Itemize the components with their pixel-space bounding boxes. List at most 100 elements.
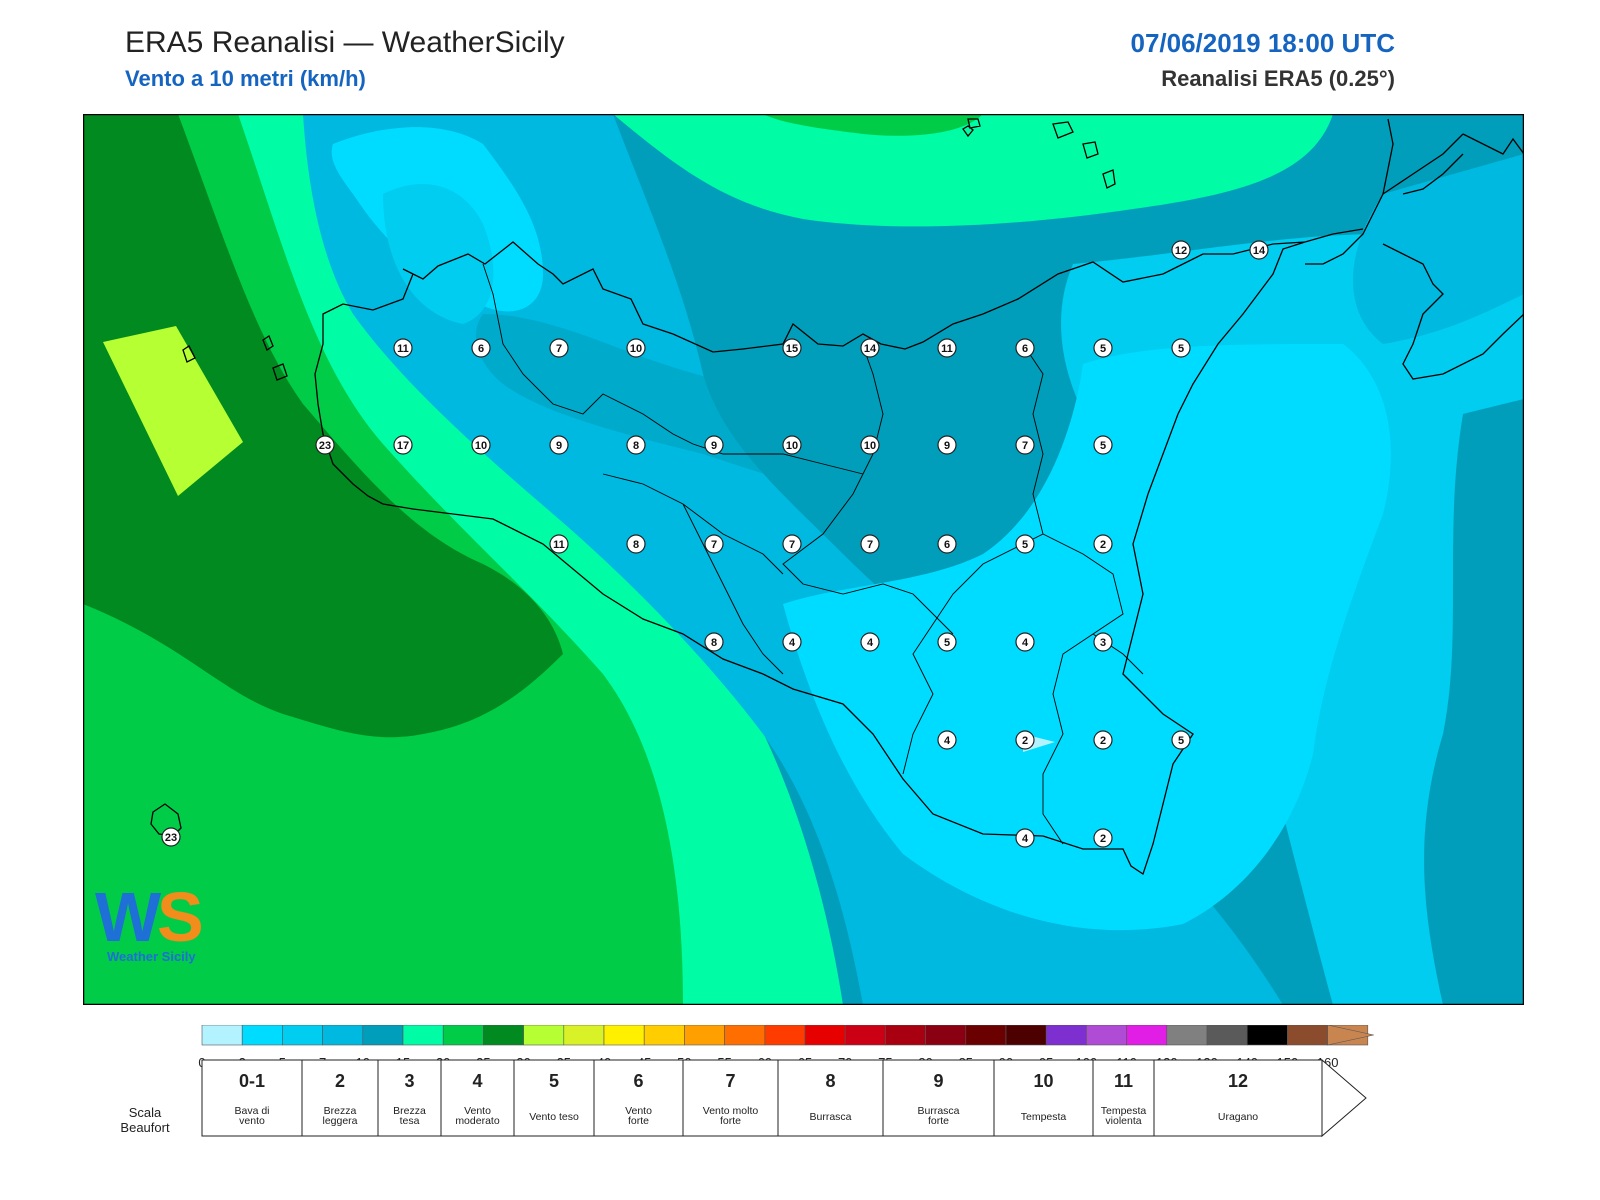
colorbar-segment <box>885 1025 926 1046</box>
wind-value-marker: 10 <box>626 338 646 358</box>
colorbar-segment <box>523 1025 565 1046</box>
beaufort-description: Vento teso <box>529 1111 579 1123</box>
wind-value-marker: 4 <box>860 632 880 652</box>
svg-text:7: 7 <box>867 539 873 551</box>
colorbar-segment <box>1086 1025 1127 1046</box>
beaufort-number: 8 <box>825 1071 835 1091</box>
beaufort-number: 11 <box>1114 1071 1133 1091</box>
beaufort-class: 8 Burrasca <box>777 1059 884 1137</box>
svg-text:4: 4 <box>1022 637 1029 649</box>
beaufort-number: 6 <box>633 1071 643 1091</box>
beaufort-number: 5 <box>549 1071 559 1091</box>
svg-text:7: 7 <box>556 343 562 355</box>
colorbar-segment <box>1246 1025 1288 1046</box>
svg-text:11: 11 <box>553 539 565 551</box>
ws-logo: W S Weather Sicily <box>95 878 204 964</box>
wind-value-marker: 7 <box>860 534 880 554</box>
svg-text:6: 6 <box>1022 343 1028 355</box>
wind-value-marker: 6 <box>937 534 957 554</box>
beaufort-description: Tempesta <box>1021 1111 1067 1123</box>
beaufort-class: 5 Vento teso <box>513 1059 595 1137</box>
wind-value-marker: 4 <box>782 632 802 652</box>
colorbar-segment <box>442 1025 484 1046</box>
svg-text:9: 9 <box>556 440 562 452</box>
beaufort-description: moderato <box>455 1115 500 1127</box>
svg-text:17: 17 <box>397 440 409 452</box>
svg-text:23: 23 <box>319 440 331 452</box>
beaufort-description: forte <box>628 1115 649 1127</box>
beaufort-description: leggera <box>322 1115 357 1127</box>
beaufort-description: Brezza <box>393 1105 426 1117</box>
svg-text:12: 12 <box>1175 245 1187 257</box>
wind-value-marker: 5 <box>1015 534 1035 554</box>
colorbar-segment <box>282 1025 323 1046</box>
svg-text:5: 5 <box>1100 440 1106 452</box>
beaufort-number: 7 <box>725 1071 735 1091</box>
svg-text:8: 8 <box>633 539 639 551</box>
colorbar-segment <box>925 1025 967 1046</box>
colorbar-segment <box>804 1025 846 1046</box>
wind-value-marker: 23 <box>315 435 335 455</box>
svg-text:2: 2 <box>1100 735 1106 747</box>
wind-value-marker: 9 <box>549 435 569 455</box>
wind-contours <box>83 114 1524 1005</box>
colorbar-segment <box>1287 1025 1328 1046</box>
beaufort-number: 9 <box>933 1071 943 1091</box>
svg-text:11: 11 <box>941 343 953 355</box>
svg-text:5: 5 <box>1178 735 1184 747</box>
wind-value-marker: 6 <box>1015 338 1035 358</box>
colorbar-segment <box>402 1025 444 1046</box>
colorbar-segment <box>844 1025 886 1046</box>
colorbar-segment <box>764 1025 806 1046</box>
svg-text:5: 5 <box>1100 343 1106 355</box>
logo-letter-s: S <box>157 878 204 956</box>
beaufort-arrow <box>1321 1058 1367 1138</box>
svg-text:7: 7 <box>1022 440 1028 452</box>
wind-value-marker: 15 <box>782 338 802 358</box>
map-frame <box>83 114 1524 1005</box>
beaufort-number: 2 <box>335 1071 345 1091</box>
colorbar-segment <box>684 1025 725 1046</box>
logo-letter-w: W <box>95 878 161 956</box>
svg-text:3: 3 <box>1100 637 1106 649</box>
beaufort-description: violenta <box>1105 1115 1141 1127</box>
wind-value-marker: 4 <box>937 730 957 750</box>
contour-2-5-south <box>783 344 1391 931</box>
wind-value-marker: 2 <box>1093 730 1113 750</box>
contour-5-7-nw <box>383 184 494 324</box>
beaufort-number: 3 <box>404 1071 414 1091</box>
svg-text:2: 2 <box>1100 833 1106 845</box>
svg-text:2: 2 <box>1100 539 1106 551</box>
wind-value-markers: 11 6 7 10 15 14 11 6 5 523 17 10 9 8 9 10 10 9 7 511 8 7 7 7 6 5 2… <box>161 240 1269 848</box>
colorbar-segment <box>965 1025 1007 1046</box>
beaufort-description: Uragano <box>1218 1111 1258 1123</box>
valid-datetime: 07/06/2019 18:00 UTC <box>1130 28 1395 58</box>
svg-text:15: 15 <box>786 343 798 355</box>
colorbar <box>201 1025 1374 1046</box>
beaufort-description: forte <box>928 1115 949 1127</box>
colorbar-segment <box>1005 1025 1047 1046</box>
colorbar-segment <box>483 1025 524 1046</box>
svg-text:14: 14 <box>1253 245 1266 257</box>
coastlines <box>150 118 1524 876</box>
wind-value-marker: 23 <box>161 827 181 847</box>
egadi-islands <box>182 335 288 381</box>
svg-text:9: 9 <box>711 440 717 452</box>
svg-text:5: 5 <box>944 637 950 649</box>
svg-text:11: 11 <box>397 343 409 355</box>
svg-text:14: 14 <box>864 343 877 355</box>
contour-30-35 <box>103 326 243 496</box>
beaufort-number: 0-1 <box>239 1071 265 1091</box>
wind-value-marker: 5 <box>1171 338 1191 358</box>
svg-text:10: 10 <box>475 440 487 452</box>
wind-value-marker: 12 <box>1171 240 1191 260</box>
svg-text:9: 9 <box>944 440 950 452</box>
svg-text:5: 5 <box>1178 343 1184 355</box>
aeolian-islands <box>962 118 1116 189</box>
wind-value-marker: 9 <box>704 435 724 455</box>
